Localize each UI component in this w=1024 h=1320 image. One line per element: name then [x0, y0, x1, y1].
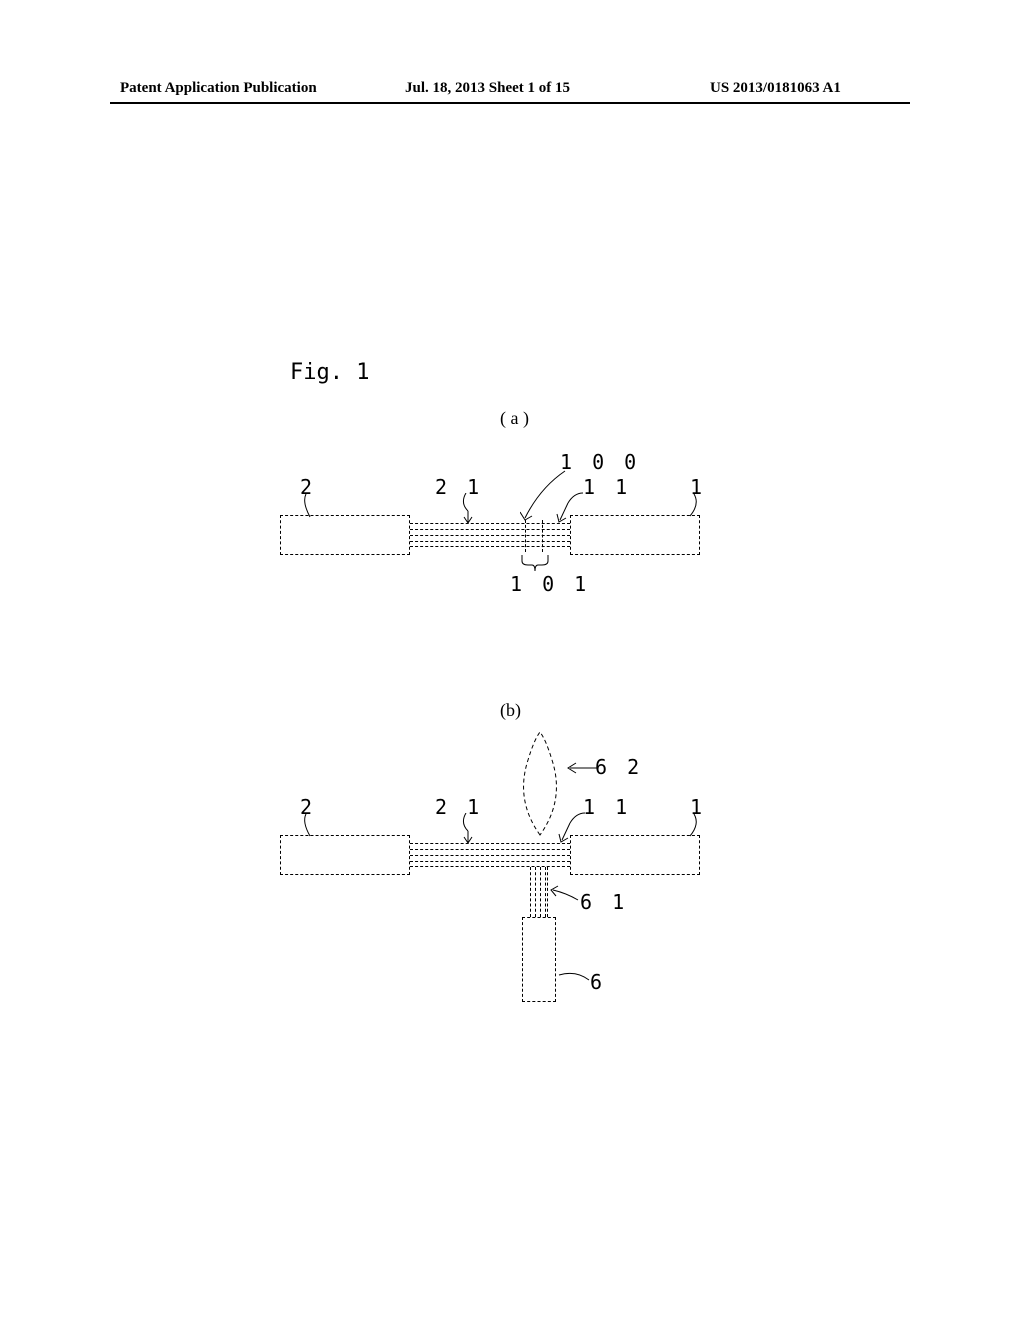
header-center: Jul. 18, 2013 Sheet 1 of 15	[405, 80, 570, 97]
ref-62: 6 2	[595, 755, 643, 779]
box-2-b	[280, 835, 410, 875]
diagram-a: 2 2 1 1 0 0 1 1 1 1 0 1	[280, 450, 760, 650]
ref-101: 1 0 1	[510, 572, 590, 596]
ref-61: 6 1	[580, 890, 628, 914]
header-left: Patent Application Publication	[120, 80, 317, 97]
leader-62	[562, 758, 602, 778]
leader-1-b	[680, 812, 710, 840]
sublabel-b: (b)	[500, 700, 521, 721]
nozzle-61	[530, 867, 548, 917]
pipe-b	[410, 843, 570, 867]
header-rule	[110, 102, 910, 104]
leader-21-b	[460, 813, 490, 847]
leader-2-a	[300, 492, 330, 522]
sublabel-a: ( a )	[500, 408, 529, 429]
leader-61	[548, 885, 583, 910]
diagram-b: 2 2 1 6 2 1 1 1 6 1 6	[280, 720, 760, 1040]
box-6	[522, 917, 556, 1002]
header-right: US 2013/0181063 A1	[710, 80, 841, 97]
leader-6	[556, 965, 594, 990]
leader-11-a	[550, 488, 595, 528]
leader-2-b	[300, 812, 330, 840]
leader-1-a	[680, 492, 710, 520]
leader-11-b	[552, 808, 597, 848]
leader-21-a	[460, 493, 490, 527]
figure-label: Fig. 1	[290, 360, 369, 385]
